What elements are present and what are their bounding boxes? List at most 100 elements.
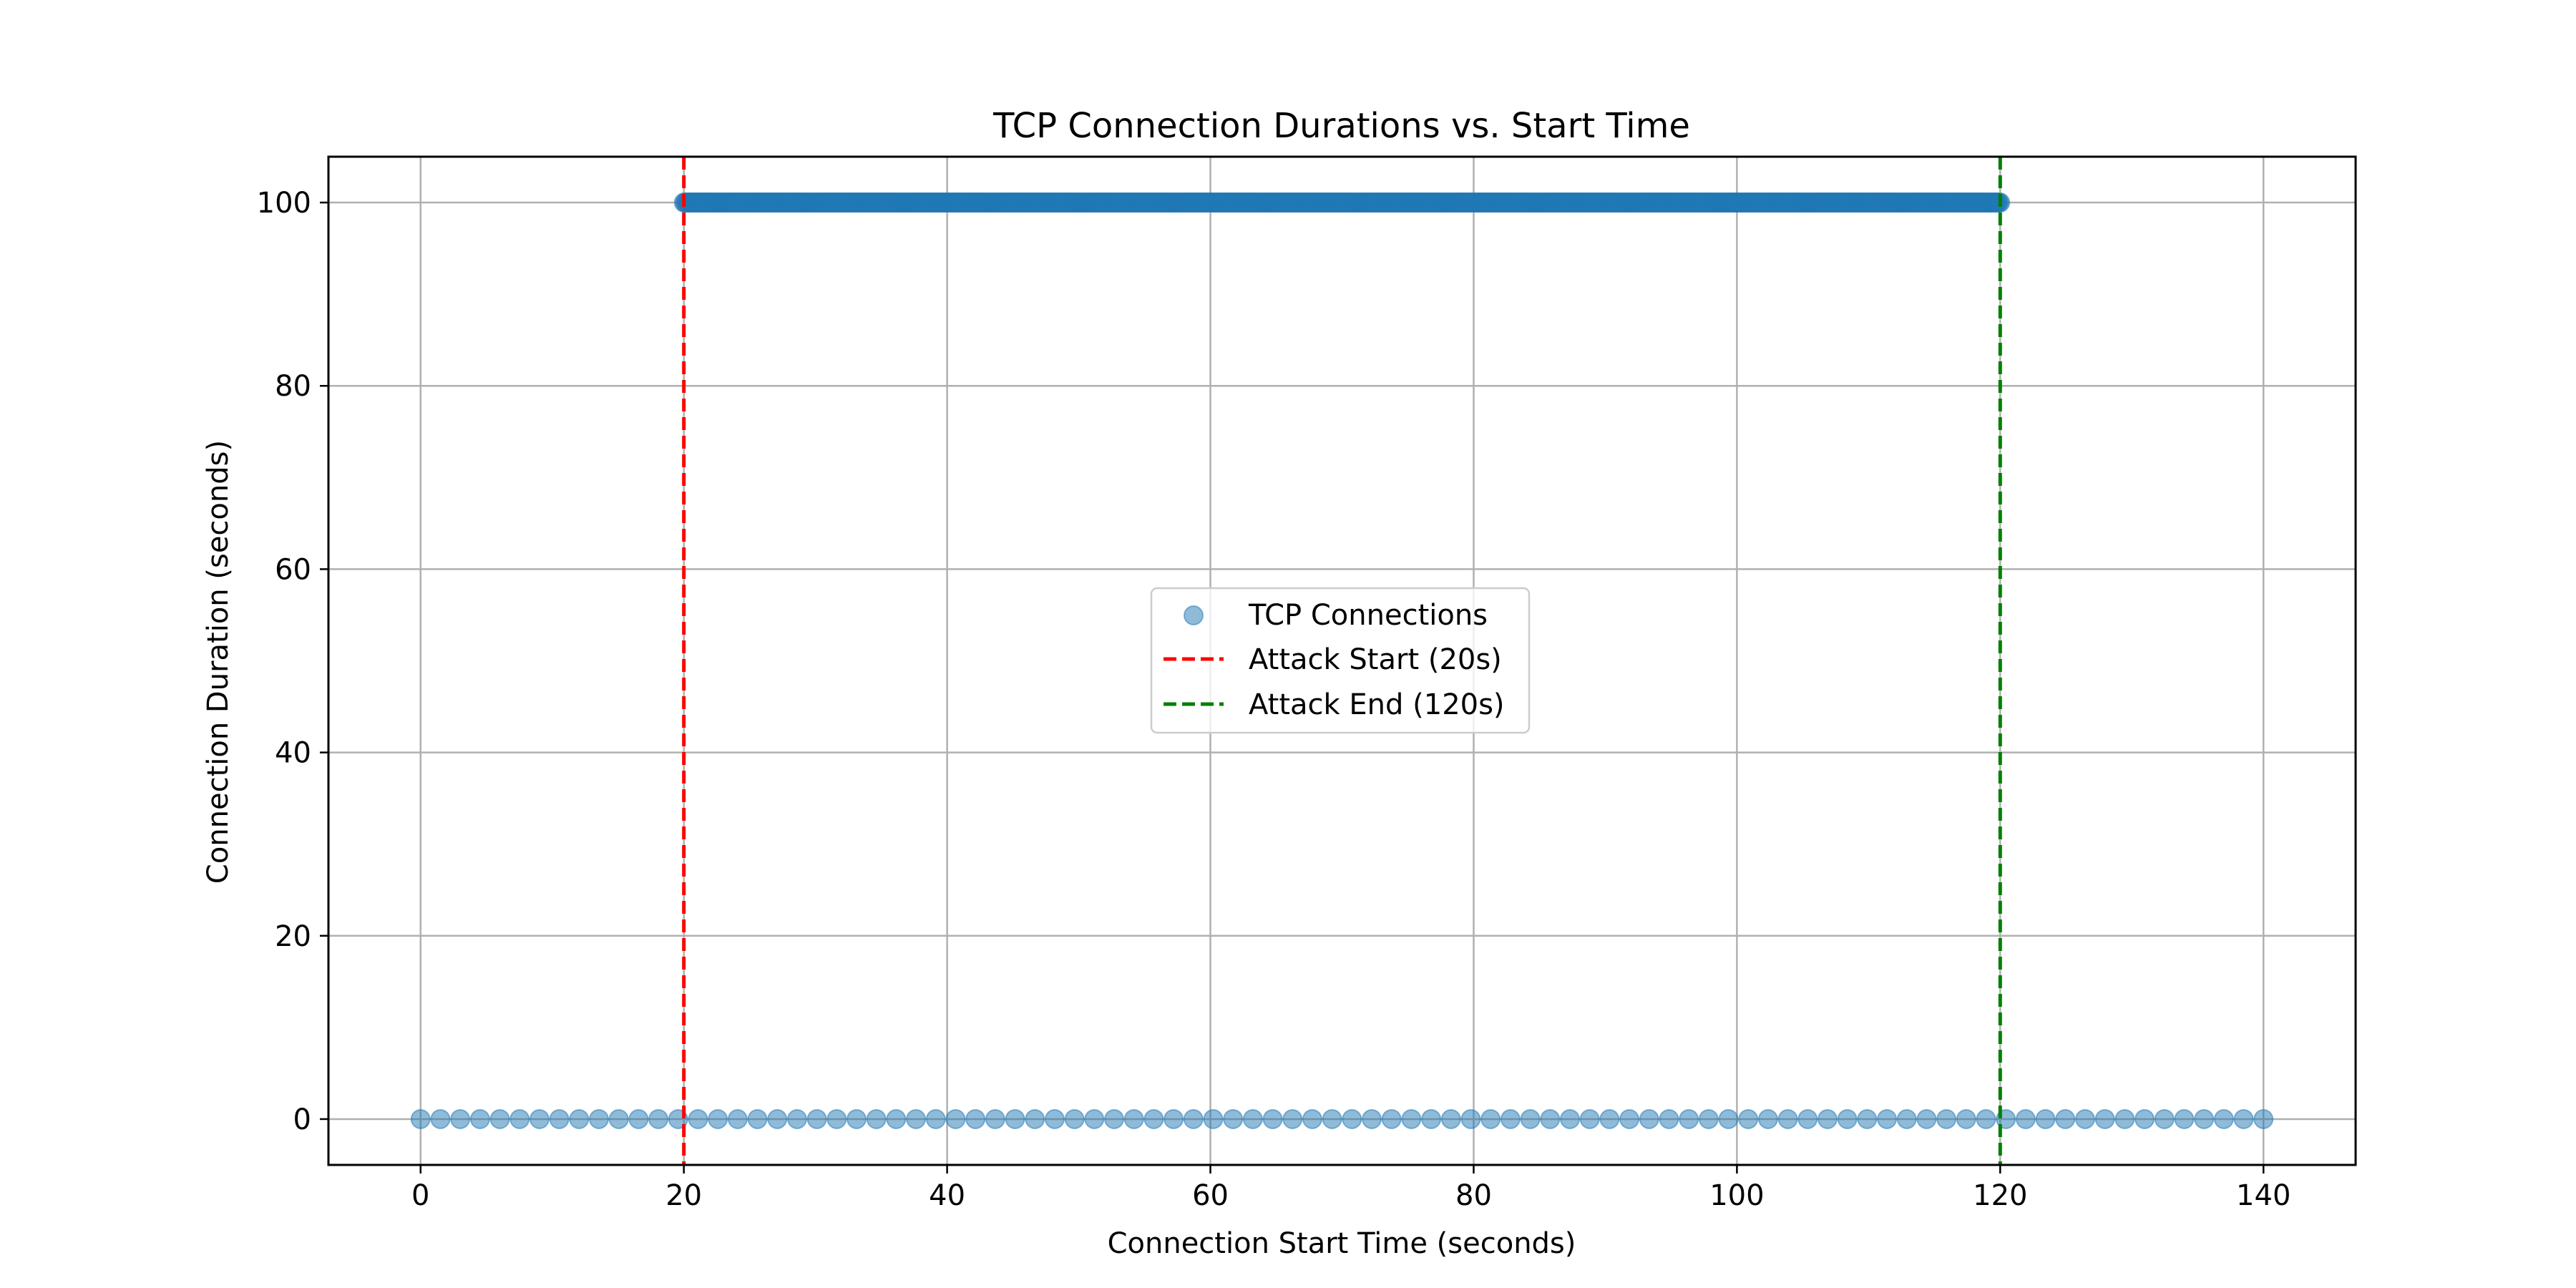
- y-tick-label: 0: [293, 1103, 311, 1136]
- data-point: [727, 1108, 748, 1129]
- data-point: [965, 1108, 986, 1129]
- data-point: [925, 1108, 946, 1129]
- data-point: [945, 1108, 966, 1129]
- data-point: [628, 1108, 649, 1129]
- legend-box: [1150, 587, 1531, 734]
- data-point: [2055, 1108, 2076, 1129]
- data-point: [1005, 1108, 1025, 1129]
- data-point: [806, 1108, 827, 1129]
- data-point: [985, 1108, 1005, 1129]
- legend-marker-tcp-connections: [1184, 605, 1204, 625]
- x-tick-label: 140: [2236, 1179, 2290, 1212]
- data-point: [1480, 1108, 1501, 1129]
- data-point: [1440, 1108, 1461, 1129]
- data-point: [1242, 1108, 1263, 1129]
- data-point: [569, 1108, 590, 1129]
- data-point: [489, 1108, 510, 1129]
- y-tick-label: 80: [275, 370, 311, 403]
- chart-title: TCP Connection Durations vs. Start Time: [992, 106, 1690, 146]
- data-point: [747, 1108, 768, 1129]
- reference-lines: [682, 157, 2002, 1165]
- data-point: [589, 1108, 610, 1129]
- y-tick-label: 100: [257, 187, 311, 220]
- x-tick-label: 0: [411, 1179, 429, 1212]
- data-point: [1143, 1108, 1164, 1129]
- x-axis-ticks: 0 20 40 60 80 100 120 140: [411, 1165, 2290, 1212]
- data-point: [2233, 1108, 2254, 1129]
- data-point: [1599, 1108, 1620, 1129]
- data-point: [430, 1108, 451, 1129]
- data-point: [1757, 1108, 1778, 1129]
- data-point: [886, 1108, 907, 1129]
- data-point: [1322, 1108, 1342, 1129]
- data-point: [708, 1108, 728, 1129]
- data-point: [1797, 1108, 1818, 1129]
- data-point: [786, 1108, 807, 1129]
- x-axis-label: Connection Start Time (seconds): [1108, 1227, 1576, 1260]
- data-point: [866, 1108, 887, 1129]
- data-point: [469, 1108, 490, 1129]
- data-point: [1857, 1108, 1878, 1129]
- x-tick-label: 80: [1455, 1179, 1492, 1212]
- x-tick-label: 40: [929, 1179, 965, 1212]
- data-point: [529, 1108, 550, 1129]
- data-point: [2074, 1108, 2095, 1129]
- data-point: [1817, 1108, 1838, 1129]
- data-point: [1262, 1108, 1283, 1129]
- data-point: [1936, 1108, 1957, 1129]
- data-point: [1659, 1108, 1679, 1129]
- data-point: [1104, 1108, 1125, 1129]
- y-tick-label: 20: [275, 920, 311, 953]
- legend-label-attack-start: Attack Start (20s): [1249, 643, 1502, 676]
- data-point: [2114, 1108, 2135, 1129]
- data-point: [1738, 1108, 1759, 1129]
- legend-label-tcp-connections: TCP Connections: [1248, 599, 1488, 632]
- data-point: [1520, 1108, 1541, 1129]
- data-point: [410, 1108, 431, 1129]
- data-point: [2094, 1108, 2115, 1129]
- data-point: [1956, 1108, 1976, 1129]
- y-tick-label: 40: [275, 737, 311, 770]
- data-point: [2135, 1108, 2155, 1129]
- data-point: [1540, 1108, 1561, 1129]
- data-point: [2213, 1108, 2234, 1129]
- data-point: [1044, 1108, 1065, 1129]
- data-point: [450, 1108, 471, 1129]
- data-point: [847, 1108, 867, 1129]
- data-point: [1025, 1108, 1045, 1129]
- data-point: [2015, 1108, 2036, 1129]
- data-point: [1342, 1108, 1362, 1129]
- data-point: [2035, 1108, 2056, 1129]
- data-point: [1401, 1108, 1422, 1129]
- data-point: [1877, 1108, 1898, 1129]
- plot-frame: [327, 155, 2357, 1166]
- data-point: [1203, 1108, 1224, 1129]
- data-point: [1500, 1108, 1521, 1129]
- data-point: [906, 1108, 927, 1129]
- data-point: [2154, 1108, 2175, 1129]
- y-axis-ticks: 0 20 40 60 80 100: [257, 187, 328, 1136]
- data-point: [1896, 1108, 1917, 1129]
- data-point: [1718, 1108, 1739, 1129]
- data-point: [1183, 1108, 1204, 1129]
- data-point: [2253, 1108, 2274, 1129]
- data-point: [648, 1108, 669, 1129]
- data-point: [1163, 1108, 1184, 1129]
- data-point: [2194, 1108, 2215, 1129]
- data-point: [1679, 1108, 1699, 1129]
- data-point: [1916, 1108, 1937, 1129]
- data-point: [608, 1108, 629, 1129]
- data-point: [826, 1108, 847, 1129]
- y-axis-label: Connection Duration (seconds): [202, 440, 235, 884]
- data-point: [688, 1108, 708, 1129]
- data-point: [1639, 1108, 1659, 1129]
- data-point: [1302, 1108, 1322, 1129]
- data-point: [1619, 1108, 1640, 1129]
- data-point: [2174, 1108, 2195, 1129]
- data-point: [1223, 1108, 1244, 1129]
- data-point: [1559, 1108, 1580, 1129]
- legend-label-attack-end: Attack End (120s): [1249, 688, 1505, 721]
- data-point: [1976, 1108, 1996, 1129]
- x-tick-label: 100: [1709, 1179, 1764, 1212]
